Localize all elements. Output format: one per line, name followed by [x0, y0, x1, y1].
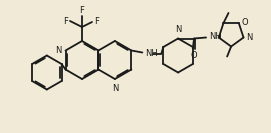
- Text: F: F: [80, 6, 85, 15]
- Text: O: O: [191, 51, 197, 61]
- Text: NH: NH: [209, 32, 222, 41]
- Text: N: N: [112, 84, 118, 93]
- Text: F: F: [63, 16, 68, 26]
- Text: N: N: [247, 33, 253, 42]
- Text: N: N: [55, 46, 62, 55]
- Text: F: F: [94, 18, 99, 26]
- Text: N: N: [175, 26, 181, 34]
- Text: O: O: [242, 18, 249, 28]
- Text: NH: NH: [145, 49, 158, 58]
